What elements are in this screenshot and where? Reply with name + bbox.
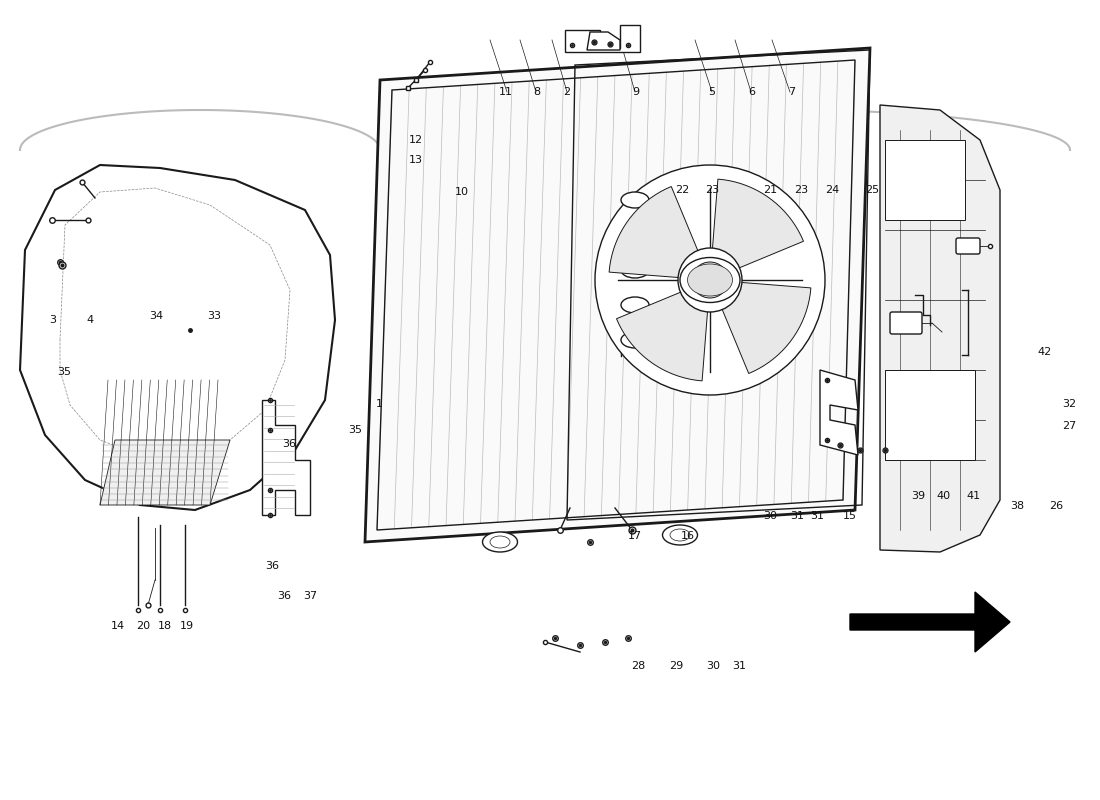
Polygon shape [880,105,1000,552]
Ellipse shape [621,262,649,278]
Ellipse shape [621,192,649,208]
Text: 22: 22 [675,186,689,195]
Text: 41: 41 [967,491,980,501]
Bar [886,140,965,220]
Text: 9: 9 [632,87,639,97]
Text: 31: 31 [791,511,804,521]
Text: 36: 36 [265,561,278,570]
Circle shape [678,248,743,312]
Text: 32: 32 [1063,399,1076,409]
Text: 11: 11 [499,87,513,97]
Polygon shape [587,32,620,50]
Text: 33: 33 [208,311,221,321]
Ellipse shape [680,258,740,302]
Text: 42: 42 [1038,347,1052,357]
Text: 5: 5 [708,87,715,97]
Text: 20: 20 [136,621,150,630]
Text: 2: 2 [563,87,570,97]
Text: 37: 37 [304,591,317,601]
Polygon shape [20,165,336,510]
Polygon shape [616,290,707,381]
FancyBboxPatch shape [890,312,922,334]
Polygon shape [820,370,858,455]
Text: 15: 15 [844,511,857,521]
Text: 25: 25 [866,186,879,195]
Text: 29: 29 [670,661,683,670]
Text: 4: 4 [87,315,94,325]
Text: 38: 38 [1011,501,1024,510]
Polygon shape [565,25,640,52]
Text: 8: 8 [534,87,540,97]
Text: 36: 36 [283,439,296,449]
Text: 7: 7 [789,87,795,97]
Polygon shape [365,48,870,542]
Polygon shape [262,400,310,515]
Text: 24: 24 [826,186,839,195]
Polygon shape [712,179,803,270]
Text: 18: 18 [158,621,172,630]
Text: 30: 30 [763,511,777,521]
Text: 23: 23 [705,186,718,195]
Text: 30: 30 [706,661,719,670]
Text: 23: 23 [794,186,807,195]
Text: 36: 36 [277,591,290,601]
Polygon shape [850,592,1010,652]
Ellipse shape [621,332,649,348]
Text: 39: 39 [912,491,925,501]
Text: 31: 31 [733,661,746,670]
Polygon shape [720,282,811,374]
Ellipse shape [662,525,697,545]
Polygon shape [100,440,230,505]
Text: 31: 31 [811,511,824,521]
Text: 26: 26 [1049,501,1063,510]
Text: 10: 10 [455,187,469,197]
Circle shape [692,262,728,298]
Ellipse shape [483,532,517,552]
Text: eurospares: eurospares [549,379,812,421]
Text: 40: 40 [937,491,950,501]
Text: 6: 6 [748,87,755,97]
Circle shape [595,165,825,395]
Text: 12: 12 [409,135,422,145]
Ellipse shape [621,297,649,313]
Text: 16: 16 [681,531,694,541]
Text: 19: 19 [180,621,194,630]
Polygon shape [609,186,700,278]
Text: 3: 3 [50,315,56,325]
FancyBboxPatch shape [956,238,980,254]
Text: 21: 21 [763,186,777,195]
Text: eurospares: eurospares [68,309,331,351]
Text: 1: 1 [376,399,383,409]
Bar [886,370,975,460]
Ellipse shape [688,264,733,296]
Text: 13: 13 [409,155,422,165]
Text: 28: 28 [631,661,645,670]
Text: 34: 34 [150,311,163,321]
Text: 17: 17 [628,531,641,541]
Text: 35: 35 [57,367,70,377]
Ellipse shape [621,227,649,243]
Text: 27: 27 [1063,421,1076,430]
Text: 35: 35 [349,425,362,434]
Text: 14: 14 [111,621,124,630]
